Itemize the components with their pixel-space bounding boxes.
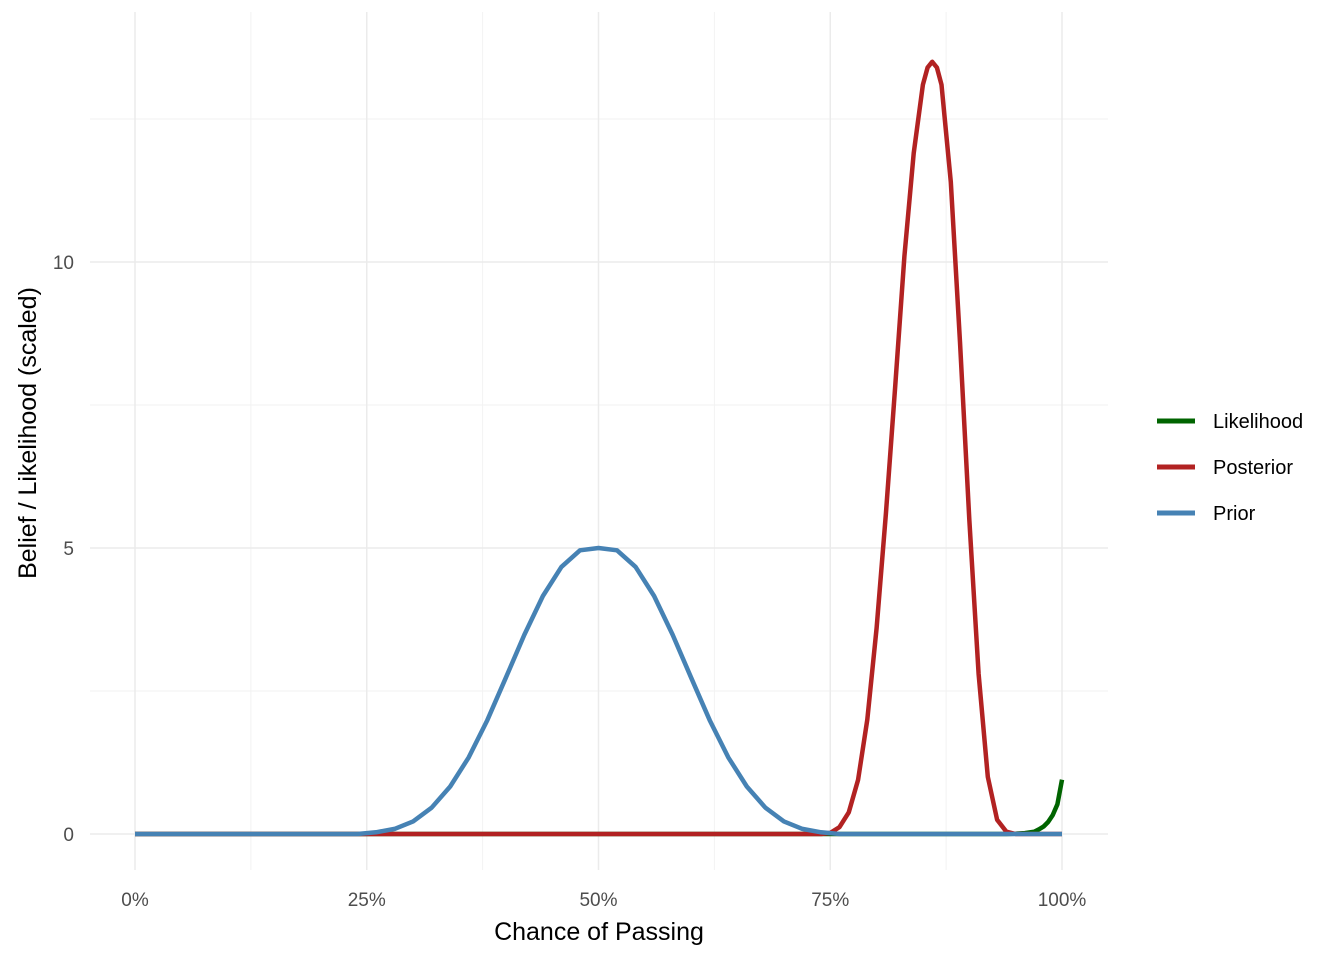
y-tick-label: 10: [53, 253, 74, 274]
y-axis-title: Belief / Likelihood (scaled): [14, 287, 42, 579]
x-axis-ticks: 0% 25% 50% 75% 100%: [121, 890, 1086, 911]
y-tick-label: 5: [63, 539, 74, 560]
legend-label: Prior: [1213, 503, 1256, 525]
x-tick-label: 25%: [348, 890, 386, 911]
series-line-prior: [135, 545, 1062, 837]
x-tick-label: 75%: [811, 890, 849, 911]
x-tick-label: 100%: [1038, 890, 1087, 911]
series-layer: [135, 59, 1065, 837]
legend: Likelihood Posterior Prior: [1157, 411, 1303, 525]
legend-label: Posterior: [1213, 457, 1293, 479]
series-line-posterior: [135, 59, 1062, 837]
y-axis-ticks: 0 5 10: [53, 253, 74, 846]
legend-label: Likelihood: [1213, 411, 1303, 433]
x-tick-label: 0%: [121, 890, 149, 911]
legend-item-likelihood: Likelihood: [1157, 411, 1303, 433]
x-axis-title: Chance of Passing: [494, 918, 704, 946]
grid: [90, 12, 1108, 870]
legend-item-prior: Prior: [1157, 503, 1256, 525]
y-tick-label: 0: [63, 825, 74, 846]
x-tick-label: 50%: [579, 890, 617, 911]
legend-item-posterior: Posterior: [1157, 457, 1293, 479]
